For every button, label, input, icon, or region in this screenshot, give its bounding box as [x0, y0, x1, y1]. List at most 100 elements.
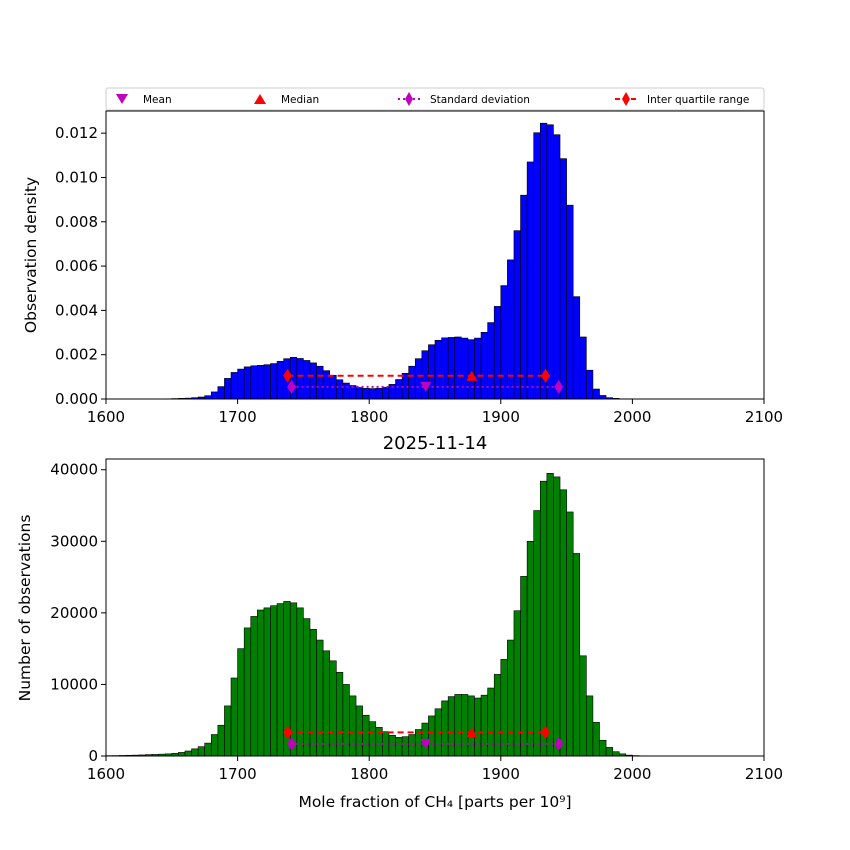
histogram-bar: [553, 134, 561, 400]
histogram-bar: [599, 395, 607, 400]
histogram-bar: [500, 285, 508, 400]
counts-x-axis-label: Mole fraction of CH₄ [parts per 10⁹]: [298, 793, 571, 811]
x-tick-label: 1900: [482, 408, 520, 426]
histogram-bar: [467, 339, 475, 400]
histogram-bar: [507, 259, 515, 400]
histogram-bar: [303, 360, 311, 400]
iqr-high-marker: [541, 368, 551, 383]
histogram-bar: [263, 364, 271, 400]
std-low-marker: [287, 736, 297, 751]
iqr-low-marker: [283, 368, 293, 383]
histogram-bar: [362, 388, 370, 400]
histogram-bar: [263, 607, 271, 757]
counts-x-ticks: 1600 1700 1800 1900 2000 2100: [87, 756, 783, 783]
std-high-marker: [554, 379, 564, 394]
histogram-bar: [566, 511, 574, 757]
x-tick-label: 1800: [350, 765, 388, 783]
mean-marker: [420, 381, 432, 392]
histogram-bar: [349, 695, 357, 757]
histogram-bar: [237, 368, 245, 400]
histogram-bar: [388, 734, 396, 757]
histogram-bar: [500, 659, 508, 757]
histogram-bar: [520, 194, 528, 400]
x-tick-label: 2100: [745, 765, 783, 783]
histogram-bar: [210, 734, 219, 757]
x-tick-label: 1600: [87, 408, 125, 426]
histogram-bar: [309, 362, 317, 400]
histogram-bar: [572, 553, 581, 757]
histogram-bar: [368, 721, 377, 757]
histogram-bar: [559, 489, 567, 757]
histogram-bar: [355, 387, 363, 400]
density-axes-frame: [105, 110, 765, 400]
x-tick-label: 2000: [613, 408, 651, 426]
histogram-bar: [592, 722, 600, 757]
histogram-bar: [539, 480, 548, 757]
y-tick-label: 0.012: [55, 124, 98, 142]
iqr-low-marker: [283, 725, 293, 740]
histogram-bar: [586, 695, 594, 757]
histogram-bar: [533, 510, 541, 757]
histogram-bar: [197, 746, 205, 757]
histogram-bar: [493, 306, 502, 400]
legend: Mean Median Standard deviation Inter qua…: [105, 87, 765, 111]
histogram-bar: [270, 605, 278, 757]
y-tick-label: 0: [88, 747, 98, 765]
histogram-bar: [553, 476, 561, 757]
histogram-bar: [533, 132, 541, 400]
x-tick-label: 2000: [613, 765, 651, 783]
histogram-bar: [210, 391, 219, 400]
density-bars: [164, 122, 633, 400]
y-tick-label: 0.006: [55, 257, 98, 275]
histogram-bar: [408, 734, 416, 757]
histogram-bar: [526, 541, 534, 757]
histogram-bar: [487, 687, 495, 757]
histogram-bar: [513, 230, 521, 400]
histogram-bar: [243, 627, 252, 757]
histogram-bar: [224, 378, 232, 400]
histogram-bar: [507, 639, 515, 757]
density-y-ticks: 0.000 0.002 0.004 0.006 0.008 0.010 0.012: [55, 124, 106, 408]
legend-iqr-marker: [622, 92, 630, 106]
histogram-bar: [454, 336, 462, 400]
histogram-bar: [441, 700, 449, 757]
legend-median-marker: [254, 94, 266, 104]
counts-axes-frame: [105, 458, 765, 757]
histogram-bar: [414, 358, 423, 400]
histogram-bar: [230, 372, 238, 400]
counts-y-ticks: 0 10000 20000 30000 40000: [50, 461, 106, 765]
histogram-bar: [546, 124, 554, 400]
histogram-bar: [184, 750, 192, 757]
histogram-bar: [480, 694, 488, 757]
histogram-bar: [355, 705, 363, 757]
median-marker: [466, 727, 478, 738]
histogram-bar: [441, 337, 449, 400]
histogram-bar: [474, 337, 482, 400]
legend-std-label: Standard deviation: [430, 94, 530, 106]
histogram-bar: [368, 388, 377, 400]
histogram-bar: [395, 737, 403, 757]
legend-median-label: Median: [281, 94, 319, 106]
histogram-bar: [276, 361, 284, 400]
histogram-bar: [276, 603, 284, 757]
histogram-bar: [329, 660, 337, 757]
histogram-bar: [178, 752, 186, 757]
histogram-bar: [375, 388, 383, 400]
histogram-bar: [250, 616, 258, 757]
histogram-bar: [434, 339, 442, 400]
histogram-bar: [342, 684, 350, 757]
histogram-bar: [428, 715, 436, 757]
histogram-bar: [414, 729, 423, 757]
histogram-bar: [461, 337, 469, 400]
histogram-bar: [257, 609, 265, 757]
histogram-bar: [362, 714, 370, 757]
histogram-bar: [270, 363, 278, 400]
histogram-bar: [401, 736, 409, 757]
histogram-bar: [592, 388, 600, 400]
histogram-bar: [513, 610, 521, 757]
x-tick-label: 2100: [745, 408, 783, 426]
counts-bars: [105, 473, 646, 757]
median-marker: [466, 370, 478, 381]
counts-y-axis-label: Number of observations: [16, 515, 34, 702]
histogram-bar: [335, 379, 344, 400]
